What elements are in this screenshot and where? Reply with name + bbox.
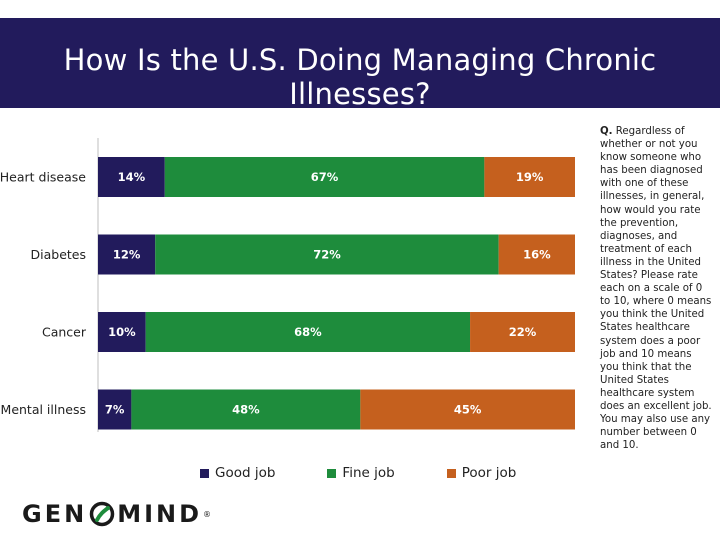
legend-swatch-good [200,468,209,478]
question-prefix: Q. [600,126,613,137]
bar-segment-poor-job [498,234,575,275]
logo-o-mark-icon [89,501,115,527]
survey-question: Q. Regardless of whether or not you know… [600,125,712,452]
legend-label-poor: Poor job [461,465,517,481]
logo-text-right: MIND [117,500,203,528]
question-text: Regardless of whether or not you know so… [600,126,712,452]
stacked-bar-chart: Heart disease 14% 67% 19% Diabetes 12% 72% 16% C… [0,138,575,432]
category-label: Diabetes [31,247,87,262]
bar-segment-fine-job [155,234,499,275]
legend-swatch-fine [327,468,337,478]
data-label: 16% [523,248,551,262]
bar-segment-fine-job [145,312,471,352]
logo-text-left: GEN [22,500,88,528]
bar-segment-good-job [98,234,156,275]
legend-label-fine: Fine job [342,465,395,481]
bar-segment-poor-job [484,157,575,197]
legend-item-good: Good job [200,465,275,481]
data-label: 72% [313,248,341,262]
data-label: 67% [311,170,339,184]
category-label: Mental illness [1,402,86,417]
data-label: 19% [516,170,544,184]
data-label: 10% [108,325,136,339]
data-label: 7% [105,403,125,417]
bar-segment-good-job [98,312,146,352]
title-banner: How Is the U.S. Doing Managing Chronic I… [0,18,720,111]
data-label: 48% [232,403,260,417]
bar-segment-fine-job [164,157,485,197]
category-label: Cancer [42,325,87,340]
chart-title: How Is the U.S. Doing Managing Chronic I… [63,43,657,111]
data-label: 12% [113,248,141,262]
bar-segment-poor-job [470,312,575,352]
data-label: 22% [509,325,537,339]
bar-segment-poor-job [360,389,575,430]
data-label: 14% [118,170,146,184]
category-label: Heart disease [0,170,86,185]
legend-item-fine: Fine job [327,465,395,481]
logo-registered-mark: ® [203,509,212,519]
bar-segment-fine-job [131,389,361,430]
chart-legend: Good job Fine job Poor job [200,465,516,481]
legend-label-good: Good job [215,465,276,481]
data-label: 45% [454,403,482,417]
legend-item-poor: Poor job [446,465,517,481]
legend-swatch-poor [446,468,456,478]
genomind-logo: GEN MIND ® [22,497,211,531]
bar-segment-good-job [98,157,165,197]
data-label: 68% [294,325,322,339]
bar-segment-good-job [98,389,132,430]
